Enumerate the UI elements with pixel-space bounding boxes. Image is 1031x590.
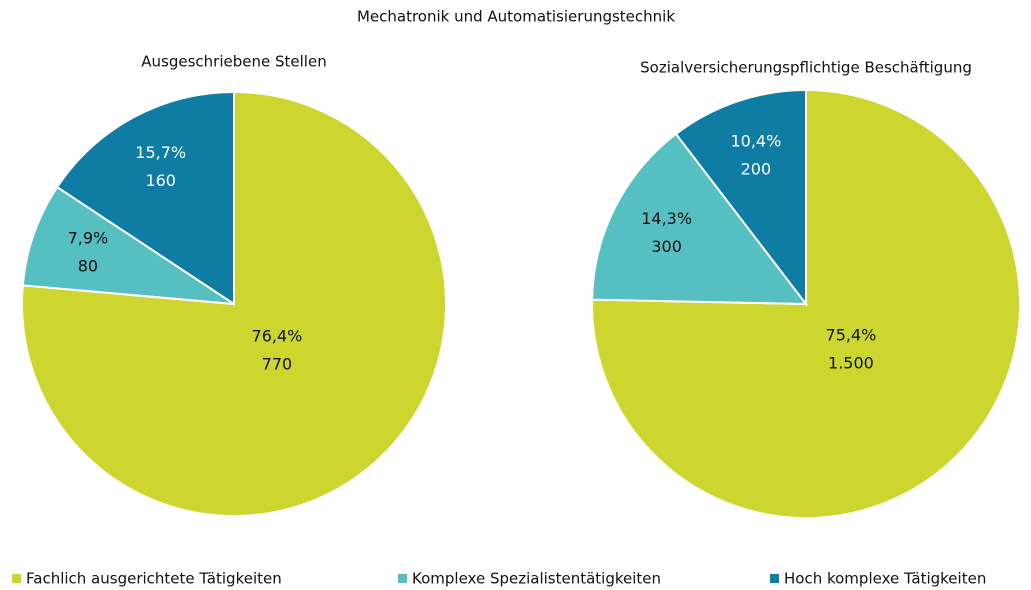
pie-slice [674,88,807,307]
pie-title: Ausgeschriebene Stellen [141,53,326,71]
pie-count-label: 160 [145,171,176,190]
pie-percent-label: 76,4% [252,326,303,345]
legend-swatch [398,574,407,583]
pie-percent-label: 14,3% [641,209,692,228]
legend-label: Fachlich ausgerichtete Tätigkeiten [26,570,282,588]
pie-percent-label: 15,7% [135,143,186,162]
pie-title: Sozialversicherungspflichtige Beschäftig… [640,59,972,77]
pie-percent-label: 7,9% [68,228,109,247]
pie-percent-label: 10,4% [730,132,781,151]
pie-percent-label: 75,4% [826,325,877,344]
pie-count-label: 1.500 [828,353,874,372]
pie-slice [591,132,809,306]
pie-slice [55,90,235,306]
legend-label: Hoch komplexe Tätigkeiten [784,570,986,588]
pie-slice [21,185,235,305]
pie-count-label: 80 [78,256,98,275]
legend-swatch [770,574,779,583]
pie-count-label: 200 [741,160,772,179]
pie-count-label: 300 [651,237,682,256]
pie-count-label: 770 [262,354,293,373]
legend-label: Komplexe Spezialistentätigkeiten [412,570,661,588]
legend-swatch [12,574,21,583]
main-title: Mechatronik und Automatisierungstechnik [357,8,675,26]
